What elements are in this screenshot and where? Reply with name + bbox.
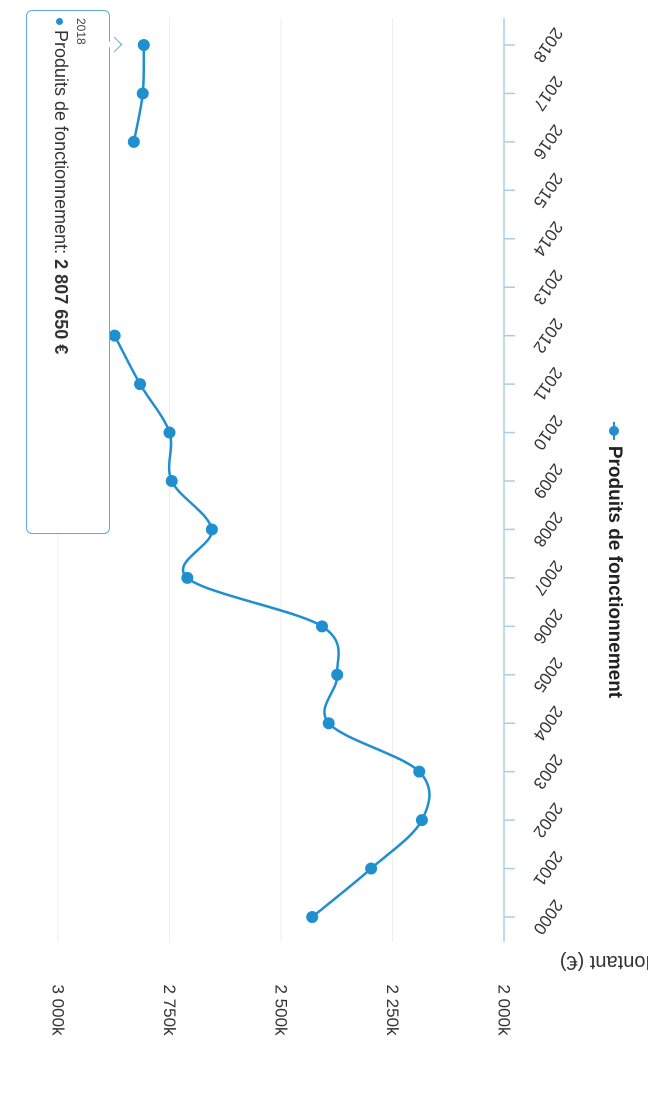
data-point: [181, 571, 194, 584]
x-tick-label: 2013: [529, 266, 566, 308]
y-tick-label: 2 000k: [495, 984, 514, 1036]
tooltip-value: 2 807 650 €: [51, 259, 71, 355]
data-point: [306, 911, 319, 923]
tooltip: 2018 Produits de fonctionnement: 2 807 6…: [26, 10, 110, 534]
data-point: [165, 475, 178, 487]
y-tick-label: 2 250k: [383, 984, 402, 1036]
tooltip-series-dot: [56, 18, 64, 25]
x-tick-label: 2000: [529, 896, 566, 938]
x-tick-label: 2017: [529, 73, 566, 115]
data-point: [365, 862, 378, 875]
tooltip-year: 2018: [74, 18, 88, 45]
x-tick-label: 2011: [530, 364, 567, 405]
data-point: [331, 668, 344, 681]
legend-label: Produits de fonctionnement: [604, 445, 625, 699]
x-tick-label: 2001: [529, 848, 566, 890]
x-tick-label: 2012: [529, 315, 566, 357]
y-tick-label: 3 000k: [49, 984, 68, 1036]
y-axis-title: Montant (€): [560, 951, 648, 973]
x-axis-ticks: 2000 2001 2002 2003 2004 2005 2006 2007 2008 2009…: [504, 24, 567, 938]
y-axis-tick-labels: 2 000k 2 250k 2 500k 2 750k 3 000k: [49, 984, 514, 1036]
tooltip-row: Produits de fonctionnement: 2 807 650 €: [49, 18, 73, 528]
x-tick-label: 2018: [529, 24, 566, 66]
y-tick-label: 2 750k: [160, 984, 179, 1036]
data-point: [205, 523, 218, 536]
y-tick-label: 2 500k: [272, 984, 291, 1036]
x-tick-label: 2006: [529, 605, 566, 647]
x-tick-label: 2010: [529, 412, 566, 454]
x-tick-label: 2007: [529, 557, 566, 599]
series-line: [113, 44, 431, 918]
x-tick-label: 2004: [529, 702, 566, 744]
legend-marker: [609, 421, 619, 440]
data-point: [322, 717, 335, 730]
x-tick-label: 2008: [529, 509, 566, 551]
x-tick-label: 2005: [529, 654, 566, 696]
data-points: [108, 39, 428, 923]
data-point: [108, 329, 121, 342]
x-tick-label: 2016: [529, 121, 566, 163]
data-point: [136, 87, 149, 100]
x-tick-label: 2003: [529, 751, 566, 793]
x-tick-label: 2009: [529, 460, 566, 502]
data-point: [316, 620, 329, 633]
data-point: [134, 378, 147, 391]
data-point: [413, 765, 426, 778]
data-point: [415, 814, 428, 827]
x-tick-label: 2015: [529, 169, 566, 211]
x-tick-label: 2002: [529, 799, 566, 841]
data-point: [137, 39, 150, 51]
data-point: [163, 426, 176, 439]
tooltip-series-label: Produits de fonctionnement:: [51, 30, 71, 255]
data-point: [127, 135, 140, 148]
x-tick-label: 2014: [529, 218, 566, 260]
legend[interactable]: Produits de fonctionnement: [603, 421, 625, 699]
